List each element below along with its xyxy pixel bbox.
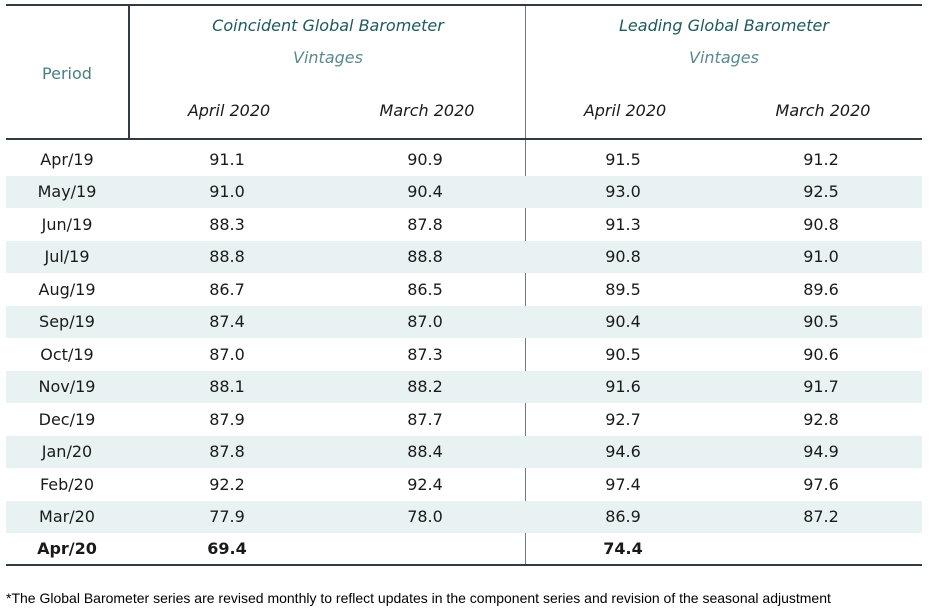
value-cell: 90.4 [407, 182, 443, 202]
value-cell: 87.0 [209, 344, 245, 364]
table-row: Oct/19 87.0 87.3 90.5 90.6 [6, 338, 922, 371]
value-cell: 91.5 [605, 149, 641, 169]
coincident-title: Coincident Global Barometer [212, 16, 444, 35]
table-row: Apr/20 69.4 74.4 [6, 533, 922, 566]
value-cell: 77.9 [209, 507, 245, 527]
table-row: Mar/20 77.9 78.0 86.9 87.2 [6, 500, 922, 533]
period-cell: Sep/19 [39, 312, 95, 332]
value-cell: 89.6 [803, 279, 839, 299]
period-cell: Aug/19 [38, 279, 96, 299]
table-row: May/19 91.0 90.4 93.0 92.5 [6, 175, 922, 208]
value-cell: 91.6 [605, 377, 641, 397]
col-header-coincident-april: April 2020 [187, 101, 271, 120]
value-cell: 91.2 [803, 149, 839, 169]
value-cell: 86.7 [209, 279, 245, 299]
top-rule [6, 4, 922, 6]
table-row: Nov/19 88.1 88.2 91.6 91.7 [6, 370, 922, 403]
value-cell: 87.2 [803, 507, 839, 527]
value-cell: 87.7 [407, 409, 443, 429]
header-rule [6, 138, 922, 140]
table-row: Aug/19 86.7 86.5 89.5 89.6 [6, 273, 922, 306]
value-cell: 78.0 [407, 507, 443, 527]
value-cell: 90.5 [803, 312, 839, 332]
coincident-vintages-label: Vintages [293, 48, 363, 67]
value-cell: 88.3 [209, 214, 245, 234]
period-cell: Dec/19 [38, 409, 96, 429]
value-cell: 90.8 [605, 247, 641, 267]
table-row: Sep/19 87.4 87.0 90.4 90.5 [6, 305, 922, 338]
value-cell: 87.3 [407, 344, 443, 364]
period-cell: Apr/19 [40, 149, 94, 169]
value-cell: 88.8 [407, 247, 443, 267]
table-row: Feb/20 92.2 92.4 97.4 97.6 [6, 468, 922, 501]
value-cell: 90.6 [803, 344, 839, 364]
value-cell: 87.9 [209, 409, 245, 429]
value-cell: 92.4 [407, 474, 443, 494]
value-cell: 91.0 [209, 182, 245, 202]
value-cell: 97.4 [605, 474, 641, 494]
value-cell: 90.8 [803, 214, 839, 234]
value-cell: 88.1 [209, 377, 245, 397]
value-cell: 88.2 [407, 377, 443, 397]
value-cell: 92.2 [209, 474, 245, 494]
period-cell: Nov/19 [38, 377, 96, 397]
value-cell: 87.8 [407, 214, 443, 234]
value-cell: 92.8 [803, 409, 839, 429]
value-cell: 89.5 [605, 279, 641, 299]
leading-vintages-label: Vintages [689, 48, 759, 67]
value-cell: 93.0 [605, 182, 641, 202]
value-cell: 88.8 [209, 247, 245, 267]
period-cell: Jan/20 [41, 442, 93, 462]
value-cell: 87.4 [209, 312, 245, 332]
col-header-leading-march: March 2020 [775, 101, 871, 120]
value-cell: 74.4 [603, 538, 643, 558]
table-row: Dec/19 87.9 87.7 92.7 92.8 [6, 403, 922, 436]
value-cell: 91.1 [209, 149, 245, 169]
col-header-coincident-march: March 2020 [379, 101, 475, 120]
period-cell: Mar/20 [39, 507, 95, 527]
value-cell: 90.5 [605, 344, 641, 364]
value-cell: 94.6 [605, 442, 641, 462]
value-cell: 97.6 [803, 474, 839, 494]
col-header-leading-april: April 2020 [583, 101, 667, 120]
period-cell: Feb/20 [39, 474, 95, 494]
period-cell: Apr/20 [37, 538, 97, 558]
value-cell: 86.9 [605, 507, 641, 527]
value-cell: 87.0 [407, 312, 443, 332]
table-row: Jun/19 88.3 87.8 91.3 90.8 [6, 208, 922, 241]
value-cell: 91.3 [605, 214, 641, 234]
value-cell: 69.4 [207, 538, 247, 558]
footnote: *The Global Barometer series are revised… [6, 590, 831, 606]
value-cell: 91.0 [803, 247, 839, 267]
table-body: Apr/19 91.1 90.9 91.5 91.2 May/19 91.0 9… [6, 143, 922, 566]
leading-title: Leading Global Barometer [619, 16, 829, 35]
value-cell: 91.7 [803, 377, 839, 397]
table-row: Apr/19 91.1 90.9 91.5 91.2 [6, 143, 922, 176]
table-row: Jul/19 88.8 88.8 90.8 91.0 [6, 240, 922, 273]
group-divider [525, 6, 526, 564]
period-divider [128, 6, 130, 139]
period-header: Period [42, 64, 92, 83]
period-cell: May/19 [37, 182, 97, 202]
table-row: Jan/20 87.8 88.4 94.6 94.9 [6, 435, 922, 468]
value-cell: 86.5 [407, 279, 443, 299]
value-cell: 92.5 [803, 182, 839, 202]
value-cell: 87.8 [209, 442, 245, 462]
period-cell: Jun/19 [41, 214, 93, 234]
value-cell: 88.4 [407, 442, 443, 462]
value-cell: 94.9 [803, 442, 839, 462]
period-cell: Jul/19 [44, 247, 90, 267]
period-cell: Oct/19 [40, 344, 94, 364]
value-cell: 90.4 [605, 312, 641, 332]
value-cell: 90.9 [407, 149, 443, 169]
value-cell: 92.7 [605, 409, 641, 429]
